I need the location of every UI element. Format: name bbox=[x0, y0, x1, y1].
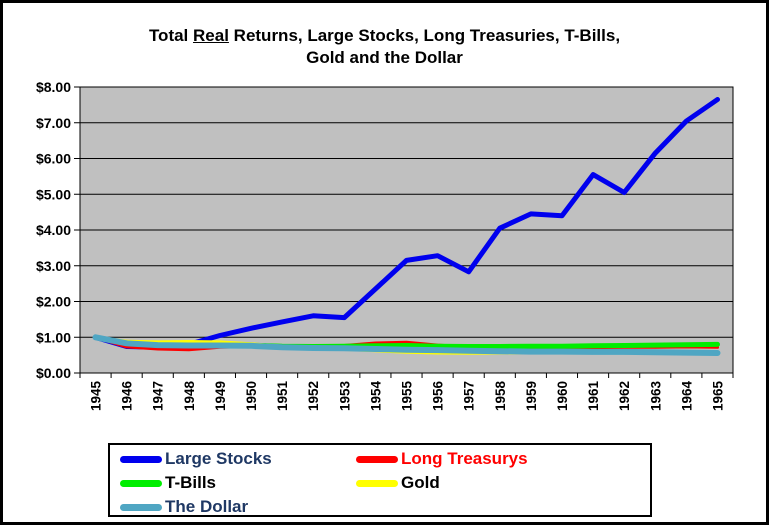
x-axis-label: 1948 bbox=[182, 381, 197, 412]
x-axis-label: 1961 bbox=[586, 381, 601, 412]
y-axis-label: $6.00 bbox=[36, 151, 71, 167]
x-axis-label: 1957 bbox=[462, 381, 477, 411]
title-prefix: Total bbox=[148, 26, 194, 45]
y-axis-label: $0.00 bbox=[36, 365, 71, 381]
chart-title-line2: Gold and the Dollar bbox=[306, 48, 463, 67]
chart-title-line1: Total Real Returns, Large Stocks, Long T… bbox=[3, 25, 766, 47]
legend-item-gold: Gold bbox=[356, 471, 650, 495]
y-axis-label: $3.00 bbox=[36, 258, 71, 274]
x-axis-label: 1962 bbox=[617, 381, 632, 411]
x-axis-label: 1945 bbox=[89, 381, 104, 412]
x-axis-label: 1953 bbox=[337, 381, 352, 412]
plot-area-svg: $0.00 $1.00 $2.00 $3.00 $4.00 $5.00 $6.00 $7.00… bbox=[36, 79, 734, 412]
x-axis-label: 1955 bbox=[400, 381, 415, 412]
plot-border bbox=[79, 86, 734, 374]
legend-item-large-stocks: Large Stocks bbox=[120, 447, 356, 471]
x-axis-label: 1959 bbox=[524, 381, 539, 411]
x-axis-label: 1947 bbox=[151, 381, 166, 411]
title-suffix: Returns, Large Stocks, Long Treasuries, … bbox=[228, 26, 621, 45]
legend-item-the-dollar: The Dollar bbox=[120, 495, 356, 519]
legend: Large Stocks Long Treasurys T-Bills Gold… bbox=[108, 443, 652, 517]
y-axis-label: $4.00 bbox=[36, 222, 71, 238]
legend-item-t-bills: T-Bills bbox=[120, 471, 356, 495]
x-axis-label: 1946 bbox=[120, 381, 135, 412]
legend-label: Large Stocks bbox=[165, 449, 272, 468]
x-axis-label: 1956 bbox=[431, 381, 446, 412]
gold-line-swatch-icon bbox=[356, 479, 398, 487]
large-stocks-line-swatch-icon bbox=[120, 455, 162, 463]
x-axis-label: 1949 bbox=[213, 381, 228, 411]
series-line-the-dollar bbox=[92, 334, 721, 356]
x-axis-label: 1965 bbox=[710, 381, 725, 412]
x-axis-label: 1954 bbox=[368, 381, 383, 412]
x-axis-label: 1950 bbox=[244, 381, 259, 411]
legend-label: Long Treasurys bbox=[401, 449, 528, 468]
chart-title: Total Real Returns, Large Stocks, Long T… bbox=[3, 25, 766, 69]
y-axis-label: $7.00 bbox=[36, 115, 71, 131]
y-axis-label: $5.00 bbox=[36, 186, 71, 202]
legend-label: Gold bbox=[401, 473, 440, 492]
x-axis-label: 1960 bbox=[555, 381, 570, 411]
x-axis-label: 1963 bbox=[648, 381, 663, 412]
y-axis-label: $1.00 bbox=[36, 329, 71, 345]
x-axis-label: 1958 bbox=[493, 381, 508, 412]
long-treasurys-line-swatch-icon bbox=[356, 455, 398, 463]
x-axis-label: 1964 bbox=[679, 381, 694, 412]
legend-label: The Dollar bbox=[165, 497, 249, 516]
y-axis-label: $2.00 bbox=[36, 294, 71, 310]
title-underlined-word: Real bbox=[193, 26, 229, 45]
y-axis-label: $8.00 bbox=[36, 79, 71, 95]
legend-item-long-treasurys: Long Treasurys bbox=[356, 447, 650, 471]
the-dollar-line-swatch-icon bbox=[120, 503, 162, 511]
x-axis-label: 1952 bbox=[306, 381, 321, 411]
legend-label: T-Bills bbox=[165, 473, 217, 492]
x-axis-label: 1951 bbox=[275, 381, 290, 412]
t-bills-line-swatch-icon bbox=[120, 479, 162, 487]
